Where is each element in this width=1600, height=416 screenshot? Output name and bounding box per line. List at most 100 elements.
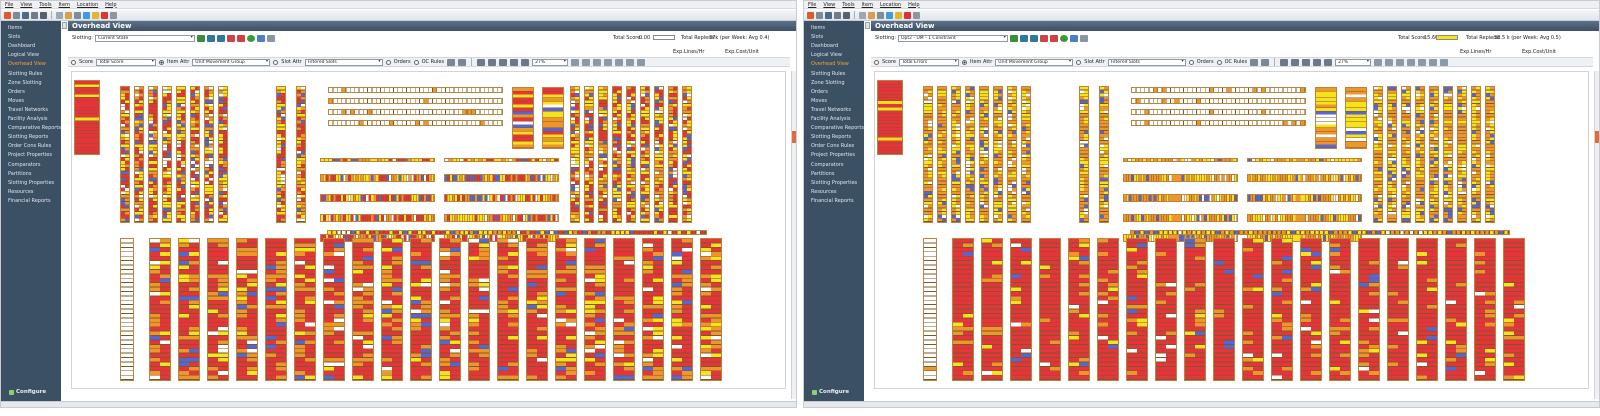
sidebar-item-logical-view[interactable]: Logical View — [8, 52, 39, 59]
rack-block[interactable] — [668, 86, 678, 223]
rack-block[interactable] — [328, 120, 503, 126]
rack-block[interactable] — [1247, 158, 1362, 162]
snap-icon[interactable] — [626, 58, 635, 66]
delete-slotting-icon[interactable] — [1039, 34, 1048, 42]
rack-block[interactable] — [439, 238, 461, 381]
rack-block[interactable] — [328, 98, 503, 104]
sidebar-item-zone-slotting[interactable]: Zone Slotting — [811, 79, 845, 86]
sidebar-item-order-cons-rules[interactable]: Order Cons Rules — [811, 143, 855, 150]
sidebar-item-order-cons-rules[interactable]: Order Cons Rules — [8, 143, 52, 150]
rack-block[interactable] — [178, 238, 200, 381]
sidebar-item-travel-networks[interactable]: Travel Networks — [811, 106, 851, 113]
rack-block[interactable] — [74, 80, 100, 155]
rack-block[interactable] — [294, 238, 316, 381]
rack-block[interactable] — [320, 194, 435, 202]
rack-block[interactable] — [512, 87, 534, 149]
sidebar-item-comparative-reports[interactable]: Comparative Reports — [811, 125, 864, 132]
rotate-icon[interactable] — [1407, 58, 1416, 66]
zoom-select[interactable]: 27% — [1335, 58, 1372, 66]
menu-tools[interactable]: Tools — [842, 1, 855, 8]
rack-block[interactable] — [444, 158, 559, 162]
zoom-in-icon[interactable] — [1302, 58, 1311, 66]
rack-block[interactable] — [296, 86, 306, 223]
rack-block[interactable] — [410, 238, 432, 381]
home-icon[interactable] — [807, 11, 814, 19]
rack-block[interactable] — [1345, 87, 1367, 149]
oc-rules-radio[interactable] — [1216, 59, 1222, 65]
rack-block[interactable] — [923, 86, 933, 223]
rack-block[interactable] — [1387, 238, 1409, 381]
orders-radio[interactable] — [385, 59, 391, 65]
rack-block[interactable] — [468, 238, 490, 381]
sidebar-item-items[interactable]: Items — [8, 25, 22, 31]
slot-attr-select[interactable]: Filtered Slots — [1107, 58, 1186, 66]
distribute-icon[interactable] — [1396, 58, 1405, 66]
add-slotting-icon[interactable] — [1009, 34, 1018, 42]
stop-icon[interactable] — [101, 11, 108, 19]
sidebar-item-slotting-properties[interactable]: Slotting Properties — [811, 179, 858, 186]
help-icon[interactable] — [1261, 58, 1270, 66]
rack-block[interactable] — [526, 238, 548, 381]
pan-icon[interactable] — [1291, 58, 1300, 66]
vertical-scrollbar[interactable] — [791, 71, 796, 399]
optimize-icon[interactable] — [1049, 34, 1058, 42]
zoom-in-icon[interactable] — [499, 58, 508, 66]
sidebar-item-partitions[interactable]: Partitions — [811, 170, 835, 177]
rack-block[interactable] — [612, 86, 622, 223]
rack-block[interactable] — [148, 86, 158, 223]
rack-block[interactable] — [640, 86, 650, 223]
sidebar-item-resources[interactable]: Resources — [811, 188, 837, 195]
star-icon[interactable] — [895, 11, 902, 19]
rack-block[interactable] — [1123, 214, 1238, 222]
score-radio[interactable] — [71, 59, 76, 65]
rack-block[interactable] — [1131, 87, 1306, 93]
slotting-select[interactable]: Current State — [94, 34, 195, 42]
sidebar-item-slots[interactable]: Slots — [8, 34, 21, 41]
snap-icon[interactable] — [1429, 58, 1438, 66]
rack-block[interactable] — [542, 87, 564, 149]
rack-block[interactable] — [352, 238, 374, 381]
run-icon[interactable] — [246, 34, 255, 42]
sidebar-item-items[interactable]: Items — [811, 25, 825, 31]
menu-item[interactable]: Item — [861, 1, 873, 8]
rack-block[interactable] — [1079, 86, 1089, 223]
collapse-sidebar-button[interactable] — [865, 22, 870, 29]
select-tool-icon[interactable] — [477, 58, 486, 66]
rack-block[interactable] — [381, 238, 403, 381]
print-view-icon[interactable] — [637, 58, 646, 66]
item-attr-radio[interactable] — [962, 59, 968, 65]
item-attr-radio[interactable] — [159, 59, 165, 65]
select-tool-icon[interactable] — [1280, 58, 1289, 66]
rack-block[interactable] — [1358, 238, 1380, 381]
sidebar-item-travel-networks[interactable]: Travel Networks — [8, 106, 48, 113]
rack-block[interactable] — [1474, 238, 1496, 381]
oc-rules-radio[interactable] — [413, 59, 419, 65]
sidebar-item-slotting-properties[interactable]: Slotting Properties — [8, 179, 55, 186]
menu-view[interactable]: View — [823, 1, 836, 8]
rotate-icon[interactable] — [604, 58, 613, 66]
rack-block[interactable] — [979, 86, 989, 223]
sidebar-item-dashboard[interactable]: Dashboard — [811, 43, 839, 50]
rack-block[interactable] — [682, 86, 692, 223]
rack-block[interactable] — [1271, 238, 1293, 381]
grid-icon[interactable] — [877, 11, 884, 19]
rack-block[interactable] — [584, 238, 606, 381]
sidebar-item-overhead-view[interactable]: Overhead View — [8, 61, 46, 68]
rack-block[interactable] — [190, 86, 200, 223]
rack-block[interactable] — [444, 214, 559, 222]
rack-block[interactable] — [1131, 98, 1306, 104]
rack-block[interactable] — [1068, 238, 1090, 381]
run-icon[interactable] — [1059, 34, 1068, 42]
rack-block[interactable] — [570, 86, 580, 223]
rack-block[interactable] — [1387, 86, 1397, 223]
rack-block[interactable] — [584, 86, 594, 223]
rack-block[interactable] — [1416, 238, 1438, 381]
print-icon[interactable] — [834, 11, 841, 19]
rack-block[interactable] — [1007, 86, 1017, 223]
rack-block[interactable] — [444, 174, 559, 182]
rack-block[interactable] — [937, 86, 947, 223]
rack-block[interactable] — [642, 238, 664, 381]
rack-block[interactable] — [120, 86, 130, 223]
rack-block[interactable] — [1131, 109, 1306, 115]
chart-icon[interactable] — [868, 11, 875, 19]
